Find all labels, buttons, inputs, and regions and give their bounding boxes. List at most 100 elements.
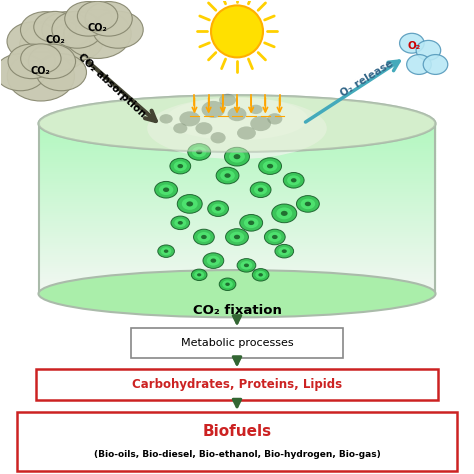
Ellipse shape xyxy=(201,101,225,118)
Text: (Bio-oils, Bio-diesel, Bio-ethanol, Bio-hydrogen, Bio-gas): (Bio-oils, Bio-diesel, Bio-ethanol, Bio-… xyxy=(94,450,380,459)
Ellipse shape xyxy=(210,258,216,263)
Bar xyxy=(38,224,436,226)
Bar xyxy=(38,204,436,207)
Ellipse shape xyxy=(225,283,230,286)
Ellipse shape xyxy=(219,278,236,291)
Ellipse shape xyxy=(258,188,264,192)
Bar xyxy=(38,149,436,151)
Bar xyxy=(38,243,436,245)
Ellipse shape xyxy=(201,235,207,239)
Bar xyxy=(38,183,436,185)
Ellipse shape xyxy=(230,232,244,242)
Ellipse shape xyxy=(188,144,210,160)
Ellipse shape xyxy=(197,273,201,276)
Bar xyxy=(38,251,436,253)
Text: Carbohydrates, Proteins, Lipids: Carbohydrates, Proteins, Lipids xyxy=(132,378,342,391)
Bar xyxy=(38,264,436,266)
Bar xyxy=(38,219,436,221)
Bar xyxy=(38,141,436,143)
Bar xyxy=(38,132,436,134)
Ellipse shape xyxy=(177,164,183,168)
Bar xyxy=(38,247,436,249)
Ellipse shape xyxy=(195,122,212,135)
Bar xyxy=(38,160,436,162)
Ellipse shape xyxy=(8,44,55,79)
Bar xyxy=(38,260,436,262)
Bar xyxy=(38,255,436,257)
Bar xyxy=(38,130,436,132)
Bar xyxy=(38,237,436,238)
Ellipse shape xyxy=(65,1,112,36)
Ellipse shape xyxy=(196,150,202,154)
FancyBboxPatch shape xyxy=(36,369,438,400)
Ellipse shape xyxy=(42,12,91,48)
Text: Biofuels: Biofuels xyxy=(202,424,272,439)
Bar xyxy=(38,155,436,157)
Bar xyxy=(38,240,436,243)
Ellipse shape xyxy=(186,201,193,207)
Text: O₂ release: O₂ release xyxy=(339,58,395,99)
Ellipse shape xyxy=(64,9,131,58)
Bar xyxy=(38,166,436,168)
Bar xyxy=(38,287,436,290)
Bar xyxy=(38,279,436,281)
Bar xyxy=(38,145,436,147)
Ellipse shape xyxy=(234,235,240,239)
Ellipse shape xyxy=(301,199,315,209)
Ellipse shape xyxy=(254,185,267,195)
Bar xyxy=(38,257,436,260)
Ellipse shape xyxy=(177,194,202,213)
Ellipse shape xyxy=(237,259,256,272)
Bar xyxy=(38,207,436,209)
Bar xyxy=(38,273,436,274)
Ellipse shape xyxy=(85,1,132,36)
Ellipse shape xyxy=(174,219,186,227)
Ellipse shape xyxy=(52,11,102,48)
Ellipse shape xyxy=(211,5,263,57)
Ellipse shape xyxy=(203,253,224,268)
Bar xyxy=(38,253,436,255)
Ellipse shape xyxy=(173,123,187,134)
Bar xyxy=(38,270,436,273)
Ellipse shape xyxy=(282,249,287,253)
Text: CO₂: CO₂ xyxy=(88,23,108,33)
Ellipse shape xyxy=(182,198,198,210)
Bar xyxy=(38,124,436,126)
Ellipse shape xyxy=(20,12,70,48)
Bar xyxy=(38,185,436,187)
Bar xyxy=(38,277,436,279)
Bar xyxy=(38,138,436,141)
Ellipse shape xyxy=(291,178,297,182)
Bar xyxy=(38,262,436,264)
Ellipse shape xyxy=(38,95,436,152)
Text: CO₂ fixation: CO₂ fixation xyxy=(192,304,282,317)
Bar xyxy=(38,187,436,190)
Bar xyxy=(38,177,436,179)
Bar xyxy=(38,209,436,211)
Ellipse shape xyxy=(258,273,263,276)
Bar xyxy=(38,173,436,174)
Bar xyxy=(38,128,436,130)
Ellipse shape xyxy=(178,221,183,225)
Ellipse shape xyxy=(296,196,319,212)
Bar xyxy=(38,157,436,160)
Bar xyxy=(38,292,436,294)
Bar xyxy=(38,238,436,240)
Ellipse shape xyxy=(19,19,91,72)
Ellipse shape xyxy=(407,55,431,74)
Bar xyxy=(38,174,436,177)
Ellipse shape xyxy=(38,270,436,318)
Ellipse shape xyxy=(211,204,225,214)
Ellipse shape xyxy=(287,175,301,185)
Ellipse shape xyxy=(240,261,253,270)
Bar xyxy=(38,274,436,277)
Ellipse shape xyxy=(77,1,118,31)
Bar xyxy=(38,217,436,219)
FancyBboxPatch shape xyxy=(17,412,457,471)
Bar xyxy=(38,126,436,128)
Ellipse shape xyxy=(244,264,249,267)
Bar xyxy=(38,170,436,173)
Ellipse shape xyxy=(225,147,249,166)
Ellipse shape xyxy=(248,220,254,225)
Ellipse shape xyxy=(264,229,285,245)
